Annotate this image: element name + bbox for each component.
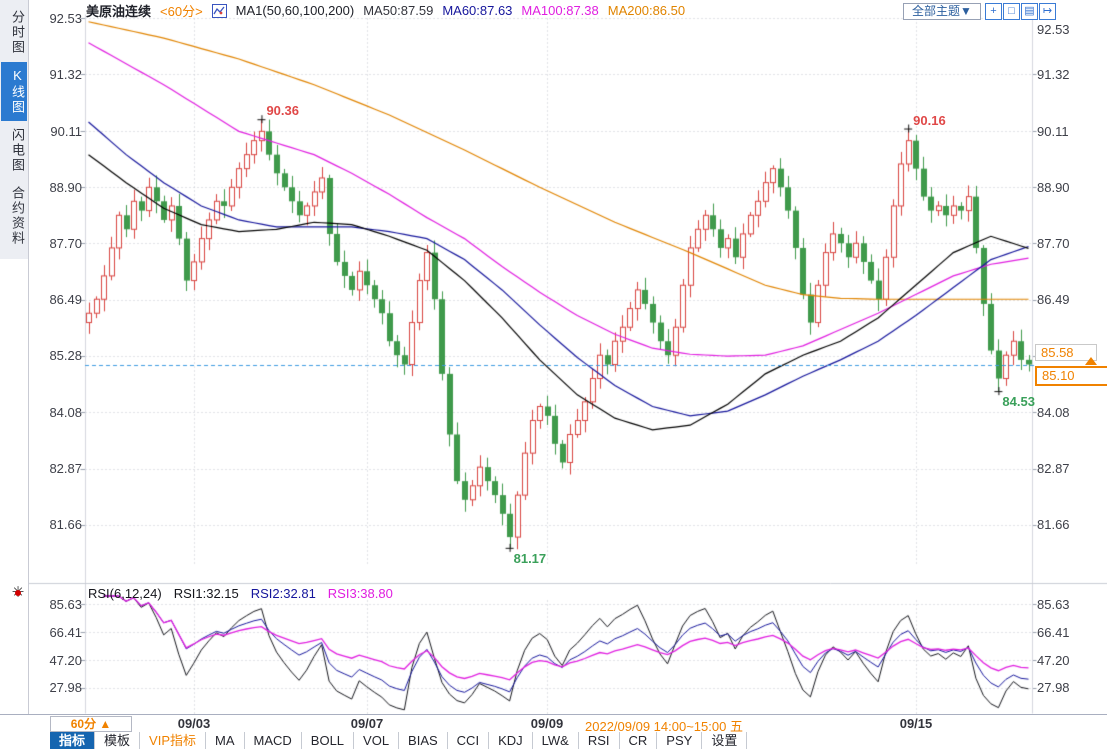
tab-template[interactable]: 模板 [95, 732, 141, 749]
ma-parameters: MA1(50,60,100,200) [235, 3, 355, 18]
tab-vip-indicator[interactable]: VIP指标 [140, 732, 206, 749]
date-label: 09/15 [899, 716, 933, 731]
price-axis-right-label: 86.49 [1037, 292, 1070, 307]
indicator-settings-icon[interactable]: ✳ [9, 584, 27, 602]
tab-boll[interactable]: BOLL [302, 732, 355, 749]
rsi-axis-left-label: 47.20 [49, 653, 82, 668]
sidebar-item-lightning-chart[interactable]: 闪电图 [10, 128, 25, 173]
price-axis-right-label: 92.53 [1037, 22, 1070, 37]
price-axis-left-label: 81.66 [49, 517, 82, 532]
left-sidebar: 分时图 K线图 闪电图 合约资料 [0, 0, 29, 749]
rsi-axis-left-label: 66.41 [49, 625, 82, 640]
rsi-axis-left-label: 85.63 [49, 597, 82, 612]
tab-bias[interactable]: BIAS [399, 732, 448, 749]
rsi-axis-right-label: 85.63 [1037, 597, 1070, 612]
ma50-value: MA50:87.59 [363, 3, 434, 18]
price-axis-left-label: 86.49 [49, 292, 82, 307]
price-axis-right-label: 87.70 [1037, 236, 1070, 251]
price-axis-right-label: 88.90 [1037, 180, 1070, 195]
sidebar-item-kline-chart[interactable]: K线图 [1, 62, 27, 121]
rsi-axis-left-label: 27.98 [49, 680, 82, 695]
crosshair-icon[interactable]: + [985, 3, 1002, 20]
export-icon[interactable]: ↦ [1039, 3, 1056, 20]
upper-price-tag: 85.58 [1035, 344, 1097, 361]
tab-ma[interactable]: MA [206, 732, 245, 749]
sidebar-item-contract-info[interactable]: 合约资料 [10, 186, 25, 246]
price-axis-left-label: 91.32 [49, 67, 82, 82]
period-selector[interactable]: 60分 ▲ [50, 716, 132, 732]
tab-macd[interactable]: MACD [245, 732, 302, 749]
theme-dropdown-button[interactable]: 全部主题▼ [903, 3, 981, 20]
price-axis-left-label: 82.87 [49, 461, 82, 476]
rsi-axis-right-label: 47.20 [1037, 653, 1070, 668]
tab-kdj[interactable]: KDJ [489, 732, 533, 749]
ma60-value: MA60:87.63 [442, 3, 513, 18]
tab-rsi[interactable]: RSI [579, 732, 620, 749]
indicator-tab-bar: 指标 模板 VIP指标 MA MACD BOLL VOL BIAS CCI KD… [0, 732, 1107, 749]
date-axis-row: 60分 ▲ 09/03 09/07 09/09 09/15 2022/09/09… [0, 714, 1107, 734]
pan-chart-icon[interactable]: ▤ [1021, 3, 1038, 20]
ma200-value: MA200:86.50 [607, 3, 686, 18]
sidebar-item-time-chart[interactable]: 分时图 [10, 10, 25, 55]
price-axis-left-label: 87.70 [49, 236, 82, 251]
price-axis-left-label: 88.90 [49, 180, 82, 195]
rsi-axis-right-label: 66.41 [1037, 625, 1070, 640]
date-label: 09/09 [530, 716, 564, 731]
chart-type-icon[interactable] [211, 3, 227, 18]
rsi3-value: RSI3:38.80 [327, 586, 393, 601]
price-axis-right-label: 90.11 [1037, 124, 1069, 139]
rsi-title: RSI(6,12,24) [88, 586, 162, 601]
tab-lw[interactable]: LW& [533, 732, 579, 749]
symbol-name: 美原油连续 [86, 4, 152, 19]
region-zoom-icon[interactable]: □ [1003, 3, 1020, 20]
date-label: 09/03 [177, 716, 211, 731]
last-price-tag: 85.10 [1035, 366, 1107, 386]
tab-settings[interactable]: 设置 [702, 732, 748, 749]
price-axis-right-label: 81.66 [1037, 517, 1070, 532]
period-label: <60分> [160, 4, 203, 19]
price-axis-left-label: 84.08 [49, 405, 82, 420]
tab-cci[interactable]: CCI [448, 732, 490, 749]
tab-psy[interactable]: PSY [657, 732, 703, 749]
date-label: 09/07 [350, 716, 384, 731]
tab-cr[interactable]: CR [620, 732, 658, 749]
price-axis-left-label: 85.28 [49, 348, 82, 363]
rsi2-value: RSI2:32.81 [250, 586, 316, 601]
high-annotation: 90.36 [266, 103, 299, 119]
rsi-header: RSI(6,12,24) RSI1:32.15 RSI2:32.81 RSI3:… [88, 586, 393, 601]
low-annotation: 81.17 [513, 550, 547, 566]
price-axis-left-label: 90.11 [50, 124, 82, 139]
high-annotation: 90.16 [913, 112, 946, 128]
rsi1-value: RSI1:32.15 [173, 586, 239, 601]
chart-header: 美原油连续 <60分> MA1(50,60,100,200) MA50:87.5… [86, 2, 685, 19]
price-axis-right-label: 82.87 [1037, 461, 1070, 476]
price-arrow-icon [1085, 357, 1097, 365]
tab-indicator[interactable]: 指标 [50, 732, 96, 749]
rsi-axis-right-label: 27.98 [1037, 680, 1070, 695]
price-axis-right-label: 91.32 [1037, 67, 1070, 82]
price-axis-right-label: 84.08 [1037, 405, 1070, 420]
tab-vol[interactable]: VOL [354, 732, 400, 749]
selected-candle-timestamp: 2022/09/09 14:00~15:00 五 [585, 719, 743, 734]
low-annotation: 84.53 [1002, 394, 1035, 410]
price-axis-left-label: 92.53 [49, 11, 82, 26]
ma100-value: MA100:87.38 [521, 3, 599, 18]
